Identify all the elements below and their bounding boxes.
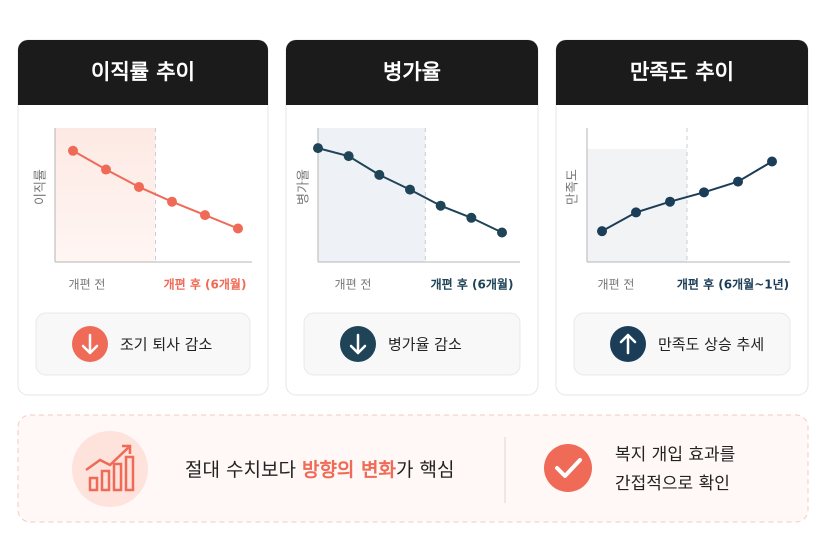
data-point <box>68 145 78 156</box>
card-title: 병가율 <box>383 60 441 84</box>
before-label: 개편 전 <box>335 278 372 292</box>
after-label: 개편 후 (6개월) <box>164 277 247 292</box>
y-axis-label: 병가율 <box>297 169 312 205</box>
card-title: 만족도 추이 <box>630 60 734 84</box>
data-point <box>699 187 709 198</box>
y-axis-label: 이직률 <box>34 169 49 205</box>
data-point <box>733 176 743 187</box>
card-header <box>556 40 808 105</box>
data-point <box>466 212 477 223</box>
badge-text: 병가율 감소 <box>388 336 462 354</box>
summary-part: 절대 수치보다 <box>185 459 302 481</box>
check-icon <box>544 444 592 492</box>
data-point <box>343 151 354 162</box>
trend-arrow <box>349 333 367 355</box>
data-point <box>767 156 777 167</box>
after-label: 개편 후 (6개월) <box>431 277 514 292</box>
data-point <box>200 210 210 221</box>
trend-arrow <box>619 333 637 355</box>
summary-text: 절대 수치보다 방향의 변화가 핵심 <box>185 459 454 481</box>
data-point <box>101 164 111 175</box>
y-axis-label: 만족도 <box>566 169 581 205</box>
summary-note: 간접적으로 확인 <box>615 474 730 494</box>
trend-line <box>72 149 239 230</box>
badge-text: 조기 퇴사 감소 <box>120 336 213 354</box>
before-label: 개편 전 <box>69 278 106 292</box>
growth-icon <box>85 444 135 492</box>
data-point <box>405 184 415 195</box>
before-label: 개편 전 <box>598 278 635 292</box>
data-point <box>134 181 144 192</box>
card-title: 이직률 추이 <box>91 60 195 84</box>
summary-note: 복지 개입 효과를 <box>615 445 735 465</box>
before-shade <box>318 128 426 262</box>
data-point <box>167 196 177 207</box>
data-point <box>233 223 243 234</box>
data-point <box>435 200 446 211</box>
check-mark <box>555 458 582 478</box>
summary-highlight: 방향의 변화 <box>302 459 397 481</box>
growth-icon-bg <box>72 431 148 507</box>
summary-part: 가 핵심 <box>396 459 454 481</box>
data-point <box>497 227 507 238</box>
summary-box <box>17 414 809 523</box>
card-header <box>286 40 538 105</box>
card-header <box>18 40 268 105</box>
trend-line <box>601 160 773 233</box>
badge-text: 만족도 상승 추세 <box>658 336 764 354</box>
trend-arrow <box>81 333 99 355</box>
after-label: 개편 후 (6개월~1년) <box>677 277 789 292</box>
data-point <box>313 143 323 154</box>
data-point <box>597 226 607 237</box>
data-point <box>631 207 641 218</box>
data-point <box>665 196 675 207</box>
data-point <box>374 169 385 180</box>
